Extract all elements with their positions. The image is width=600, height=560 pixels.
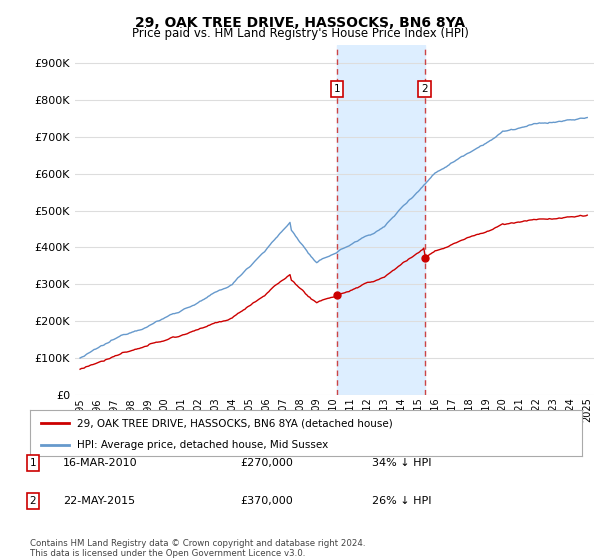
Text: 26% ↓ HPI: 26% ↓ HPI <box>372 496 431 506</box>
Text: 34% ↓ HPI: 34% ↓ HPI <box>372 458 431 468</box>
Text: 22-MAY-2015: 22-MAY-2015 <box>63 496 135 506</box>
Text: HPI: Average price, detached house, Mid Sussex: HPI: Average price, detached house, Mid … <box>77 440 328 450</box>
Text: £270,000: £270,000 <box>240 458 293 468</box>
Text: Price paid vs. HM Land Registry's House Price Index (HPI): Price paid vs. HM Land Registry's House … <box>131 27 469 40</box>
Text: 1: 1 <box>334 84 341 94</box>
Text: 29, OAK TREE DRIVE, HASSOCKS, BN6 8YA: 29, OAK TREE DRIVE, HASSOCKS, BN6 8YA <box>135 16 465 30</box>
Text: 2: 2 <box>29 496 37 506</box>
Bar <box>337 45 425 395</box>
Text: 29, OAK TREE DRIVE, HASSOCKS, BN6 8YA (detached house): 29, OAK TREE DRIVE, HASSOCKS, BN6 8YA (d… <box>77 418 392 428</box>
Text: £370,000: £370,000 <box>240 496 293 506</box>
Text: 2: 2 <box>421 84 428 94</box>
Text: 16-MAR-2010: 16-MAR-2010 <box>63 458 137 468</box>
Text: 1: 1 <box>29 458 37 468</box>
Text: Contains HM Land Registry data © Crown copyright and database right 2024.
This d: Contains HM Land Registry data © Crown c… <box>30 539 365 558</box>
